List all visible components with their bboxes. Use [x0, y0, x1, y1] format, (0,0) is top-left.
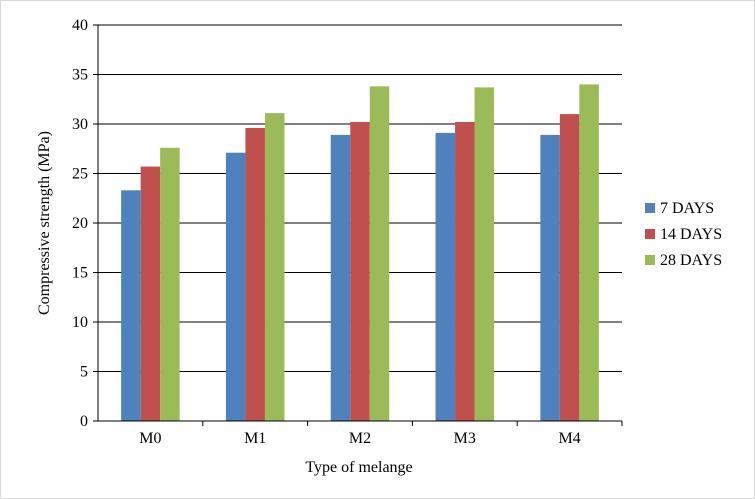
axes: 0 5 10 15 20 25 30 35 40 M0 M1 M2 M3 M4: [72, 17, 623, 447]
y-tick-label: 10: [72, 314, 88, 331]
y-tick-label: 25: [72, 166, 88, 183]
y-tick-label: 0: [80, 413, 88, 430]
legend-swatch: [645, 229, 655, 239]
bar-m1-7-days: [225, 152, 246, 421]
y-tick-label: 20: [72, 215, 88, 232]
legend-swatch: [645, 203, 655, 213]
y-tick-label: 15: [72, 265, 88, 282]
x-tick-label: M3: [454, 430, 476, 447]
y-axis-label: Compressive strength (MPa): [36, 131, 53, 315]
legend-label: 14 DAYS: [660, 226, 722, 243]
y-tick-label: 40: [72, 17, 88, 34]
bar-m4-7-days: [540, 134, 560, 421]
x-tick-label: M1: [244, 430, 266, 447]
bar-m2-7-days: [330, 134, 351, 421]
legend-label: 7 DAYS: [660, 200, 714, 217]
bars: [121, 84, 599, 422]
bar-m1-14-days: [245, 127, 265, 422]
bar-m0-28-days: [160, 147, 180, 421]
bar-m3-28-days: [474, 87, 495, 422]
legend-swatch: [645, 255, 655, 265]
bar-m3-7-days: [435, 132, 456, 421]
legend-label: 28 DAYS: [660, 252, 722, 269]
bar-m0-7-days: [121, 190, 141, 421]
x-tick-label: M4: [558, 430, 580, 447]
bar-m4-14-days: [559, 114, 580, 421]
legend: 7 DAYS 14 DAYS 28 DAYS: [645, 200, 722, 269]
bar-m1-28-days: [264, 113, 285, 422]
bar-m2-14-days: [350, 122, 370, 422]
bar-m3-14-days: [455, 122, 475, 422]
x-tick-label: M0: [139, 430, 161, 447]
y-tick-label: 35: [72, 67, 88, 84]
bar-m0-14-days: [140, 166, 161, 421]
y-tick-label: 5: [80, 364, 88, 381]
x-tick-label: M2: [349, 430, 371, 447]
bar-m2-28-days: [369, 86, 390, 421]
x-axis-label: Type of melange: [305, 459, 412, 476]
bar-m4-28-days: [579, 84, 599, 422]
y-tick-label: 30: [72, 116, 88, 133]
